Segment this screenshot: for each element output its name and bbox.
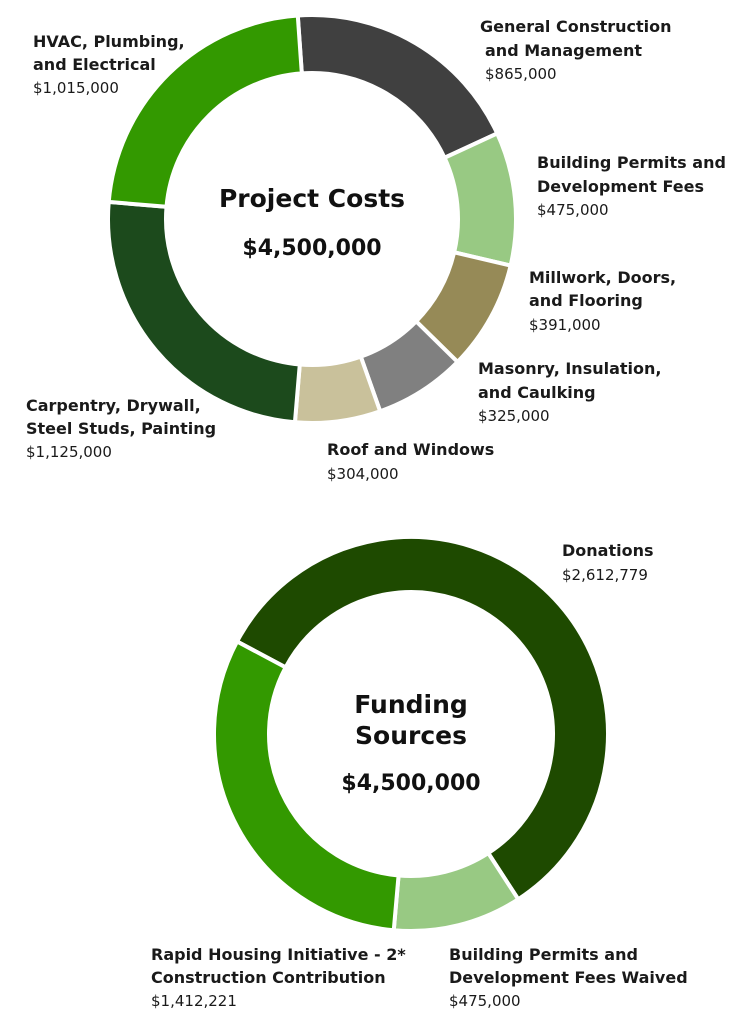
label-permits-waived: Building Permits and Development Fees Wa… <box>449 945 688 1010</box>
slice-building-permits-and-development-fees <box>441 130 518 268</box>
label-roof-windows: Roof and Windows $304,000 <box>327 440 494 483</box>
slice-label: Donations <box>562 541 654 560</box>
project-costs-labels: General Construction and Management $865… <box>26 17 726 483</box>
slice-label: HVAC, Plumbing, <box>33 32 185 51</box>
slice-label: Building Permits and <box>537 153 726 172</box>
project-costs-donut: Project Costs $4,500,000 <box>106 13 518 425</box>
label-carpentry: Carpentry, Drywall, Steel Studs, Paintin… <box>26 396 216 461</box>
slice-label: Roof and Windows <box>327 440 494 459</box>
slice-rapid-housing-initiative-2-construction-contribution <box>212 638 401 933</box>
slice-label: Masonry, Insulation, <box>478 359 661 378</box>
slice-label: Construction Contribution <box>151 968 386 987</box>
funding-sources-total: $4,500,000 <box>341 771 480 796</box>
slice-carpentry-drywall-steel-studs-painting <box>106 199 302 425</box>
funding-sources-labels: Donations $2,612,779 Building Permits an… <box>151 541 688 1010</box>
slice-label: Building Permits and <box>449 945 638 964</box>
slice-value: $325,000 <box>478 407 550 425</box>
slice-label: Carpentry, Drywall, <box>26 396 201 415</box>
slice-value: $475,000 <box>449 992 521 1010</box>
slice-label: and Flooring <box>529 291 643 310</box>
slice-label: General Construction <box>480 17 672 36</box>
slice-general-construction-and-management <box>295 13 500 161</box>
project-costs-title: Project Costs <box>219 184 405 213</box>
slice-label: Rapid Housing Initiative - 2* <box>151 945 406 964</box>
slice-value: $865,000 <box>485 65 557 83</box>
label-masonry: Masonry, Insulation, and Caulking $325,0… <box>478 359 661 425</box>
slice-label: and Caulking <box>478 383 596 402</box>
funding-sources-slices <box>212 535 610 933</box>
slice-label: Development Fees Waived <box>449 968 688 987</box>
project-costs-slices <box>106 13 518 425</box>
slice-label: and Management <box>485 41 642 60</box>
slice-label: Development Fees <box>537 177 704 196</box>
label-donations: Donations $2,612,779 <box>562 541 654 584</box>
project-costs-total: $4,500,000 <box>242 236 381 261</box>
label-hvac: HVAC, Plumbing, and Electrical $1,015,00… <box>33 32 185 97</box>
label-millwork: Millwork, Doors, and Flooring $391,000 <box>529 268 676 334</box>
slice-label: Steel Studs, Painting <box>26 419 216 438</box>
slice-value: $1,015,000 <box>33 79 119 97</box>
label-building-permits: Building Permits and Development Fees $4… <box>537 153 726 219</box>
slice-hvac-plumbing-and-electrical <box>106 13 304 209</box>
slice-value: $475,000 <box>537 201 609 219</box>
slice-value: $1,412,221 <box>151 992 237 1010</box>
slice-value: $2,612,779 <box>562 566 648 584</box>
funding-sources-donut: Funding Sources $4,500,000 <box>212 535 610 933</box>
slice-donations <box>234 535 610 903</box>
slice-value: $391,000 <box>529 316 601 334</box>
slice-label: Millwork, Doors, <box>529 268 676 287</box>
label-general-construction: General Construction and Management $865… <box>480 17 672 83</box>
funding-sources-title-line1: Funding <box>354 690 468 719</box>
slice-value: $304,000 <box>327 465 399 483</box>
funding-sources-title-line2: Sources <box>355 721 467 750</box>
slice-value: $1,125,000 <box>26 443 112 461</box>
label-rapid-housing: Rapid Housing Initiative - 2* Constructi… <box>151 945 406 1010</box>
slice-label: and Electrical <box>33 55 156 74</box>
